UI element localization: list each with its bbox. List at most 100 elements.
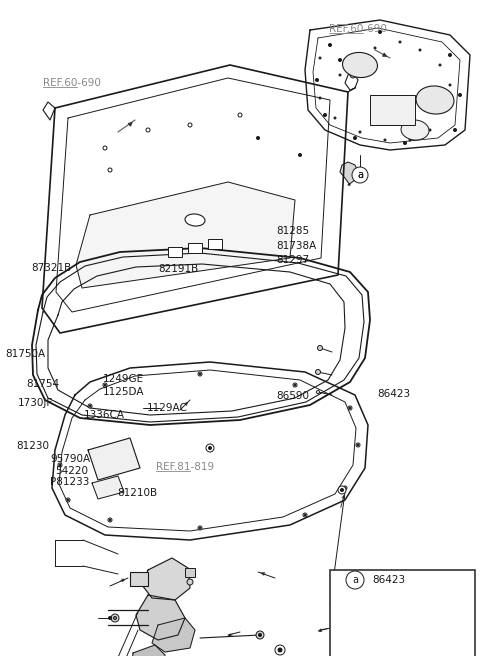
- Circle shape: [88, 404, 92, 408]
- Circle shape: [259, 634, 262, 636]
- Text: 1336CA: 1336CA: [84, 409, 125, 420]
- Polygon shape: [132, 645, 165, 656]
- Circle shape: [350, 72, 356, 78]
- Circle shape: [317, 346, 323, 350]
- Text: 1249GE: 1249GE: [103, 374, 144, 384]
- Circle shape: [199, 527, 201, 529]
- Text: a: a: [352, 575, 358, 585]
- Circle shape: [379, 30, 382, 33]
- Text: 86423: 86423: [372, 575, 405, 585]
- Circle shape: [299, 154, 301, 157]
- Bar: [168, 247, 182, 257]
- Circle shape: [349, 407, 351, 409]
- Circle shape: [319, 97, 321, 99]
- Circle shape: [454, 129, 456, 131]
- Text: 81738A: 81738A: [276, 241, 316, 251]
- Circle shape: [278, 648, 282, 652]
- Circle shape: [304, 514, 306, 516]
- Polygon shape: [385, 602, 430, 638]
- Polygon shape: [136, 595, 185, 640]
- Polygon shape: [142, 558, 190, 600]
- Circle shape: [334, 117, 336, 119]
- Text: 81297: 81297: [276, 255, 309, 266]
- Circle shape: [399, 41, 401, 43]
- Circle shape: [354, 54, 356, 56]
- Circle shape: [315, 369, 321, 375]
- Text: 81754: 81754: [26, 379, 60, 390]
- Ellipse shape: [343, 52, 377, 77]
- Circle shape: [353, 136, 357, 140]
- Circle shape: [448, 54, 452, 56]
- Circle shape: [256, 136, 260, 140]
- Circle shape: [104, 384, 106, 386]
- Circle shape: [146, 128, 150, 132]
- Circle shape: [359, 131, 361, 133]
- Circle shape: [66, 498, 70, 502]
- Text: P81233: P81233: [50, 477, 90, 487]
- Circle shape: [449, 84, 451, 86]
- Circle shape: [67, 499, 69, 501]
- Polygon shape: [92, 476, 124, 499]
- Circle shape: [353, 65, 359, 71]
- Bar: [188, 243, 202, 253]
- Circle shape: [357, 444, 359, 446]
- Text: 81230: 81230: [16, 441, 49, 451]
- Circle shape: [111, 614, 119, 622]
- Circle shape: [238, 113, 242, 117]
- Text: 1129AC: 1129AC: [146, 403, 187, 413]
- Circle shape: [256, 631, 264, 639]
- Circle shape: [208, 447, 212, 449]
- Circle shape: [315, 79, 319, 81]
- Circle shape: [108, 518, 112, 522]
- Circle shape: [275, 645, 285, 655]
- Circle shape: [113, 617, 117, 619]
- Circle shape: [356, 443, 360, 447]
- Text: REF.60-690: REF.60-690: [43, 78, 101, 89]
- Circle shape: [338, 486, 346, 494]
- Circle shape: [344, 487, 346, 489]
- Ellipse shape: [401, 120, 429, 140]
- Text: 1125DA: 1125DA: [103, 386, 144, 397]
- Bar: [185, 568, 195, 577]
- Circle shape: [324, 113, 326, 117]
- Text: a: a: [357, 170, 363, 180]
- Circle shape: [374, 47, 376, 49]
- Text: 81750A: 81750A: [5, 349, 45, 359]
- Bar: [370, 95, 415, 125]
- Text: 82191B: 82191B: [158, 264, 199, 274]
- Circle shape: [108, 617, 111, 619]
- Circle shape: [328, 43, 332, 47]
- Circle shape: [108, 168, 112, 172]
- Text: 87321B: 87321B: [31, 262, 72, 273]
- Text: 95790A: 95790A: [50, 454, 91, 464]
- Circle shape: [444, 109, 446, 111]
- Circle shape: [198, 526, 202, 530]
- Circle shape: [103, 146, 107, 150]
- Circle shape: [338, 58, 341, 62]
- Circle shape: [198, 372, 202, 376]
- Circle shape: [458, 94, 461, 96]
- Polygon shape: [88, 438, 140, 480]
- Circle shape: [293, 383, 297, 387]
- Text: 81285: 81285: [276, 226, 309, 236]
- Circle shape: [109, 519, 111, 521]
- Circle shape: [343, 486, 347, 490]
- Circle shape: [58, 463, 62, 467]
- Circle shape: [346, 571, 364, 589]
- Circle shape: [404, 142, 407, 144]
- Circle shape: [319, 57, 321, 59]
- Circle shape: [348, 406, 352, 410]
- Text: REF.81-819: REF.81-819: [156, 462, 214, 472]
- Circle shape: [206, 444, 214, 452]
- Circle shape: [103, 383, 107, 387]
- Circle shape: [384, 139, 386, 141]
- Circle shape: [89, 405, 91, 407]
- Circle shape: [294, 384, 296, 386]
- Circle shape: [419, 49, 421, 51]
- Circle shape: [439, 64, 441, 66]
- Text: 86423: 86423: [377, 388, 410, 399]
- Circle shape: [303, 513, 307, 517]
- Bar: [130, 572, 148, 586]
- Polygon shape: [76, 182, 295, 288]
- Bar: [208, 239, 222, 249]
